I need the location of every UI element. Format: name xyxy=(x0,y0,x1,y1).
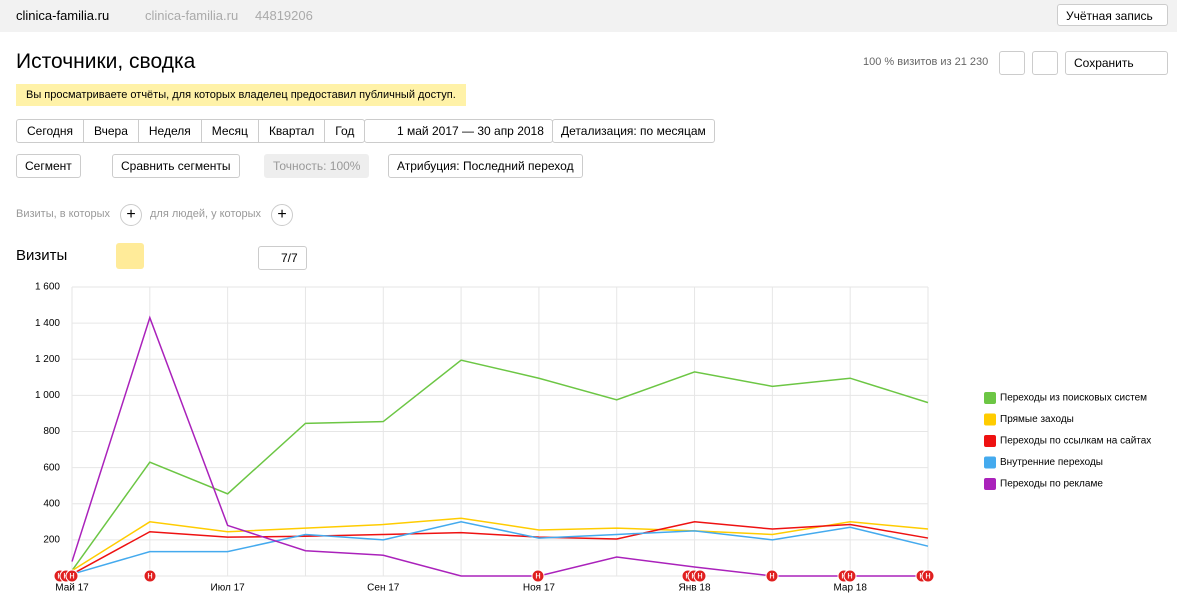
legend-label: Внутренние переходы xyxy=(1000,457,1103,468)
annotation-label: н xyxy=(147,571,153,582)
annotation-label: н xyxy=(697,571,703,582)
legend-label: Переходы по ссылкам на сайтах xyxy=(1000,436,1151,447)
series-line xyxy=(71,517,929,572)
annotation-marker xyxy=(765,569,779,583)
series-line xyxy=(71,521,929,575)
y-tick-label: 1 400 xyxy=(35,318,60,329)
x-tick-label: Май 17 xyxy=(55,583,89,594)
annotation-marker xyxy=(693,569,707,583)
x-tick-label: Июл 17 xyxy=(211,583,246,594)
condition-label: Визиты, в которых xyxy=(16,208,110,220)
y-tick-label: 1 600 xyxy=(35,282,60,293)
annotation-marker xyxy=(65,569,79,583)
period[interactable]: Сегодня xyxy=(17,120,84,142)
export-button[interactable] xyxy=(1032,51,1058,75)
legend-label: Переходы из поисковых систем xyxy=(1000,393,1147,404)
x-tick-label: Сен 17 xyxy=(367,583,400,594)
period-buttons: Сегодня Вчера Неделя Месяц Квартал Год xyxy=(16,119,366,143)
period[interactable]: Неделя xyxy=(139,120,202,142)
period[interactable]: Год xyxy=(335,124,355,138)
x-tick-label: Янв 18 xyxy=(679,583,711,594)
date-range[interactable]: 1 май 2017 — 30 апр 2018 xyxy=(364,119,553,143)
counter-id: 44819206 xyxy=(255,8,313,23)
compare-button[interactable]: Сравнить сегменты xyxy=(112,154,240,178)
period[interactable]: Месяц xyxy=(202,120,259,142)
chart-title: Визиты xyxy=(16,247,68,264)
legend-checkbox xyxy=(984,413,996,426)
period[interactable]: Квартал xyxy=(259,120,326,142)
history-button[interactable] xyxy=(999,51,1025,75)
annotation-label: н xyxy=(535,571,541,582)
segment-button[interactable]: Сегмент xyxy=(16,154,81,178)
account-button[interactable]: Учётная запись xyxy=(1057,4,1168,26)
annotation-label: н xyxy=(925,571,931,582)
detail-select[interactable]: Детализация: по месяцам xyxy=(552,119,715,143)
accuracy-select[interactable]: Точность: 100% xyxy=(264,154,370,178)
annotation-marker xyxy=(143,569,157,583)
series-line xyxy=(71,521,929,575)
period[interactable]: Вчера xyxy=(84,120,139,142)
annotation-label: н xyxy=(769,571,775,582)
save-button[interactable]: Сохранить xyxy=(1065,51,1168,75)
y-tick-label: 600 xyxy=(43,462,60,473)
add-condition[interactable]: + xyxy=(120,204,142,226)
report-title: Источники, сводка xyxy=(16,50,196,73)
series-line xyxy=(71,359,929,572)
legend-checkbox xyxy=(984,435,996,447)
x-tick-label: Ноя 17 xyxy=(523,583,556,594)
annotation-label: н xyxy=(69,571,75,582)
y-tick-label: 1 000 xyxy=(35,390,60,401)
site-name: clinica-familia.ru xyxy=(145,8,239,23)
y-tick-label: 400 xyxy=(43,498,60,509)
series-line xyxy=(71,315,928,577)
series-selector[interactable]: 7/7 xyxy=(258,246,307,270)
site-selector[interactable]: clinica-familia.ru xyxy=(16,8,110,23)
x-tick-label: Мар 18 xyxy=(833,583,867,594)
legend-label: Прямые заходы xyxy=(1000,414,1074,425)
y-tick-label: 200 xyxy=(43,535,60,546)
y-tick-label: 800 xyxy=(43,426,60,437)
annotation-label: н xyxy=(847,571,853,582)
annotation-marker xyxy=(843,569,857,583)
top-bar xyxy=(0,0,1177,32)
sample-info: 100 % визитов из 21 230 xyxy=(863,56,989,68)
legend-label: Переходы по рекламе xyxy=(1000,479,1103,490)
legend-checkbox xyxy=(984,392,996,404)
y-tick-label: 1 200 xyxy=(35,354,60,365)
attribution-select[interactable]: Атрибуция: Последний переход xyxy=(388,154,583,178)
annotation-marker xyxy=(921,569,935,583)
legend-checkbox xyxy=(984,456,996,469)
line-chart-toggle[interactable] xyxy=(116,243,144,269)
add-condition[interactable]: + xyxy=(271,204,293,226)
public-notice: Вы просматриваете отчёты, для которых вл… xyxy=(16,84,466,106)
annotation-marker xyxy=(531,569,545,583)
condition-label: для людей, у которых xyxy=(150,208,261,220)
legend-checkbox xyxy=(984,478,996,490)
